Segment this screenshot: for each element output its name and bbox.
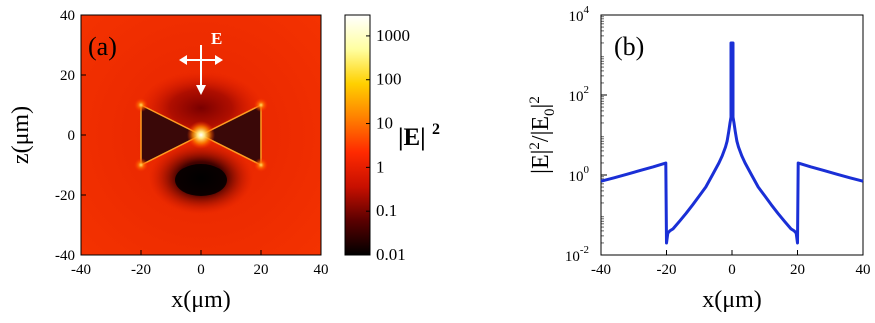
x-tick-label: -40 bbox=[591, 262, 611, 278]
field-intensity-line bbox=[600, 41, 864, 245]
polarization-icon bbox=[179, 45, 223, 95]
x-axis-label-b: x(μm) bbox=[702, 287, 762, 313]
y-tick-label: 0 bbox=[68, 128, 76, 144]
y-tick-label: 20 bbox=[60, 68, 75, 84]
x-tick-label: -20 bbox=[131, 262, 151, 278]
colorbar-tick-label: 0.1 bbox=[376, 201, 397, 220]
colorbar-gradient bbox=[344, 14, 371, 256]
y-tick-label: -40 bbox=[55, 248, 75, 264]
x-axis-label-a: x(μm) bbox=[171, 287, 231, 313]
y-label-part: | bbox=[528, 104, 554, 109]
y-label-part: /|E bbox=[528, 116, 554, 142]
bowtie-left-triangle bbox=[140, 103, 203, 167]
y-axis-label-b: |E|2/|E0|2 bbox=[527, 96, 558, 174]
x-tick-label: 40 bbox=[314, 262, 329, 278]
x-tick-label: 20 bbox=[254, 262, 269, 278]
y-label-part: |E| bbox=[528, 150, 554, 174]
field-minimum bbox=[175, 164, 227, 196]
y-tick-label: 104 bbox=[569, 4, 590, 25]
y-tick-label: 40 bbox=[60, 8, 75, 24]
polarization-label: E bbox=[211, 29, 222, 48]
corner-hotspot bbox=[134, 158, 148, 172]
bowtie-right-triangle bbox=[199, 103, 262, 167]
x-tick-label: 0 bbox=[728, 262, 736, 278]
y-axis-label-a: z(μm) bbox=[8, 106, 34, 164]
corner-hotspot bbox=[134, 98, 148, 112]
panel-a: -40 -20 0 20 40 -40 -20 0 20 40 (a) E x(μm) z(μm) bbox=[8, 8, 329, 313]
gap-hotspot bbox=[187, 121, 215, 149]
corner-hotspot bbox=[254, 98, 268, 112]
y-label-sub: 0 bbox=[542, 108, 558, 116]
colorbar: 1000 100 10 1 0.1 0.01 |E| 2 bbox=[344, 14, 440, 264]
panel-label-b: (b) bbox=[614, 32, 644, 61]
colorbar-label: |E| bbox=[398, 124, 426, 151]
colorbar-tick-label: 100 bbox=[376, 70, 402, 89]
x-tick-label: 0 bbox=[197, 262, 205, 278]
x-tick-label: -40 bbox=[71, 262, 91, 278]
axis-ticks-a: -40 -20 0 20 40 -40 -20 0 20 40 bbox=[55, 8, 329, 278]
colorbar-ticks: 1000 100 10 1 0.1 0.01 bbox=[366, 26, 410, 264]
x-tick-label: -20 bbox=[657, 262, 677, 278]
y-tick-label: 100 bbox=[569, 164, 590, 185]
svg-text:|E| 2: |E| 2 bbox=[398, 121, 440, 151]
colorbar-tick-label: 0.01 bbox=[376, 245, 406, 264]
colorbar-tick-label: 1000 bbox=[376, 26, 410, 45]
colorbar-label-exponent: 2 bbox=[432, 121, 440, 138]
panel-label-a: (a) bbox=[88, 32, 117, 61]
axis-ticks-b: -40 -20 0 20 40 10-2 100 102 104 bbox=[565, 4, 871, 278]
x-tick-label: 40 bbox=[856, 262, 871, 278]
y-label-sup: 2 bbox=[527, 142, 543, 150]
y-tick-label: 102 bbox=[569, 84, 590, 105]
colorbar-tick-label: 1 bbox=[376, 157, 385, 176]
x-tick-label: 20 bbox=[790, 262, 805, 278]
y-tick-label: -20 bbox=[55, 188, 75, 204]
y-label-sup: 2 bbox=[527, 96, 543, 104]
colorbar-tick-label: 10 bbox=[376, 114, 393, 133]
y-tick-label: 10-2 bbox=[565, 244, 589, 265]
corner-hotspot bbox=[254, 158, 268, 172]
